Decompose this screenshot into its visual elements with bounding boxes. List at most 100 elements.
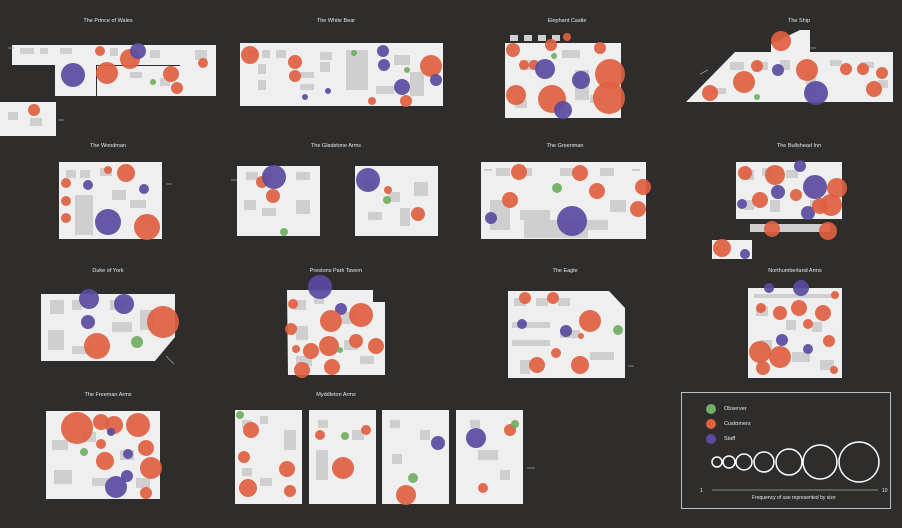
furniture xyxy=(262,208,276,216)
customer-marker xyxy=(411,207,425,221)
customer-marker xyxy=(134,214,160,240)
furniture xyxy=(376,86,394,94)
customer-marker xyxy=(396,485,416,505)
legend-item-customers: Customers xyxy=(706,418,751,430)
furniture xyxy=(72,346,90,354)
staff-marker xyxy=(535,59,555,79)
customer-marker xyxy=(384,186,392,194)
furniture xyxy=(744,200,754,210)
legend-item-observer: Observer xyxy=(706,403,747,415)
customer-marker xyxy=(630,201,646,217)
staff-marker xyxy=(130,43,146,59)
staff-marker xyxy=(466,428,486,448)
staff-marker xyxy=(803,344,813,354)
observer-marker xyxy=(551,53,557,59)
furniture xyxy=(560,168,574,176)
customer-marker xyxy=(315,430,325,440)
floorplan-prince-of-wales xyxy=(0,102,56,136)
furniture xyxy=(48,330,64,350)
customer-marker xyxy=(589,183,605,199)
furniture xyxy=(296,326,308,340)
pub-title: The Greenman xyxy=(547,143,584,149)
staff-marker xyxy=(430,74,442,86)
staff-marker xyxy=(262,165,286,189)
pub-elephant-castle: Elephant Castle xyxy=(505,18,625,119)
customer-marker xyxy=(117,164,135,182)
customer-marker xyxy=(519,60,529,70)
staff-marker xyxy=(803,175,827,199)
customer-marker xyxy=(284,485,296,497)
customer-marker xyxy=(593,82,625,114)
customer-marker xyxy=(126,413,150,437)
furniture xyxy=(346,50,368,90)
furniture xyxy=(284,430,296,450)
customer-marker xyxy=(241,46,259,64)
staff-marker xyxy=(83,180,93,190)
pub-title: The Woodman xyxy=(90,143,126,149)
observer-marker xyxy=(150,79,156,85)
customer-marker xyxy=(294,362,310,378)
furniture xyxy=(52,440,68,450)
furniture xyxy=(40,48,48,54)
furniture xyxy=(786,320,796,330)
pub-title: The Eagle xyxy=(552,268,577,274)
furniture xyxy=(420,430,430,440)
staff-marker xyxy=(105,476,127,498)
customer-marker xyxy=(815,305,831,321)
staff-marker xyxy=(107,428,115,436)
staff-marker xyxy=(121,470,133,482)
customer-marker xyxy=(332,457,354,479)
customer-marker xyxy=(511,164,527,180)
furniture xyxy=(812,322,822,332)
furniture xyxy=(8,112,18,120)
pub-title: Northumberland Arms xyxy=(768,268,822,274)
legend-size-scale xyxy=(711,441,880,491)
observer-marker xyxy=(754,94,760,100)
pub-myddleton-arms: Myddleton Arms xyxy=(235,392,523,505)
customer-marker xyxy=(279,461,295,477)
observer-marker xyxy=(236,411,244,419)
customer-marker xyxy=(773,306,787,320)
observer-marker xyxy=(383,196,391,204)
furniture xyxy=(296,172,310,180)
furniture xyxy=(30,118,42,126)
staff-marker xyxy=(804,81,828,105)
furniture xyxy=(538,35,546,41)
customer-marker xyxy=(288,55,302,69)
furniture xyxy=(410,72,424,96)
furniture xyxy=(110,48,118,56)
pub-gladstone-arms: The Gladstone Arms xyxy=(237,143,438,236)
customer-marker xyxy=(563,33,571,41)
furniture xyxy=(316,450,328,480)
customer-marker xyxy=(84,333,110,359)
furniture xyxy=(276,50,286,58)
customer-marker xyxy=(876,67,888,79)
staff-marker xyxy=(325,88,331,94)
customer-marker xyxy=(349,303,373,327)
furniture xyxy=(558,298,570,306)
observer-marker xyxy=(511,420,519,428)
customer-marker xyxy=(823,335,835,347)
staff-marker xyxy=(139,184,149,194)
pub-title: Duke of York xyxy=(92,268,123,274)
customer-marker xyxy=(361,425,371,435)
furniture xyxy=(792,352,810,362)
customer-marker xyxy=(771,31,791,51)
customer-marker xyxy=(545,39,557,51)
customer-marker xyxy=(96,62,118,84)
observer-marker xyxy=(404,67,410,73)
customer-marker xyxy=(713,239,731,257)
staff-marker xyxy=(302,94,308,100)
furniture xyxy=(712,88,726,94)
observer-marker xyxy=(337,347,343,353)
customer-marker xyxy=(790,189,802,201)
pub-the-ship: The Ship xyxy=(686,18,893,105)
customer-marker xyxy=(96,439,106,449)
customer-marker xyxy=(819,222,837,240)
customer-marker xyxy=(171,82,183,94)
staff-marker xyxy=(79,289,99,309)
pub-title: Myddleton Arms xyxy=(316,392,356,398)
pub-prince-of-wales: The Prince of Wales xyxy=(0,18,216,136)
pub-the-woodman: The Woodman xyxy=(59,143,162,240)
furniture xyxy=(296,200,310,214)
